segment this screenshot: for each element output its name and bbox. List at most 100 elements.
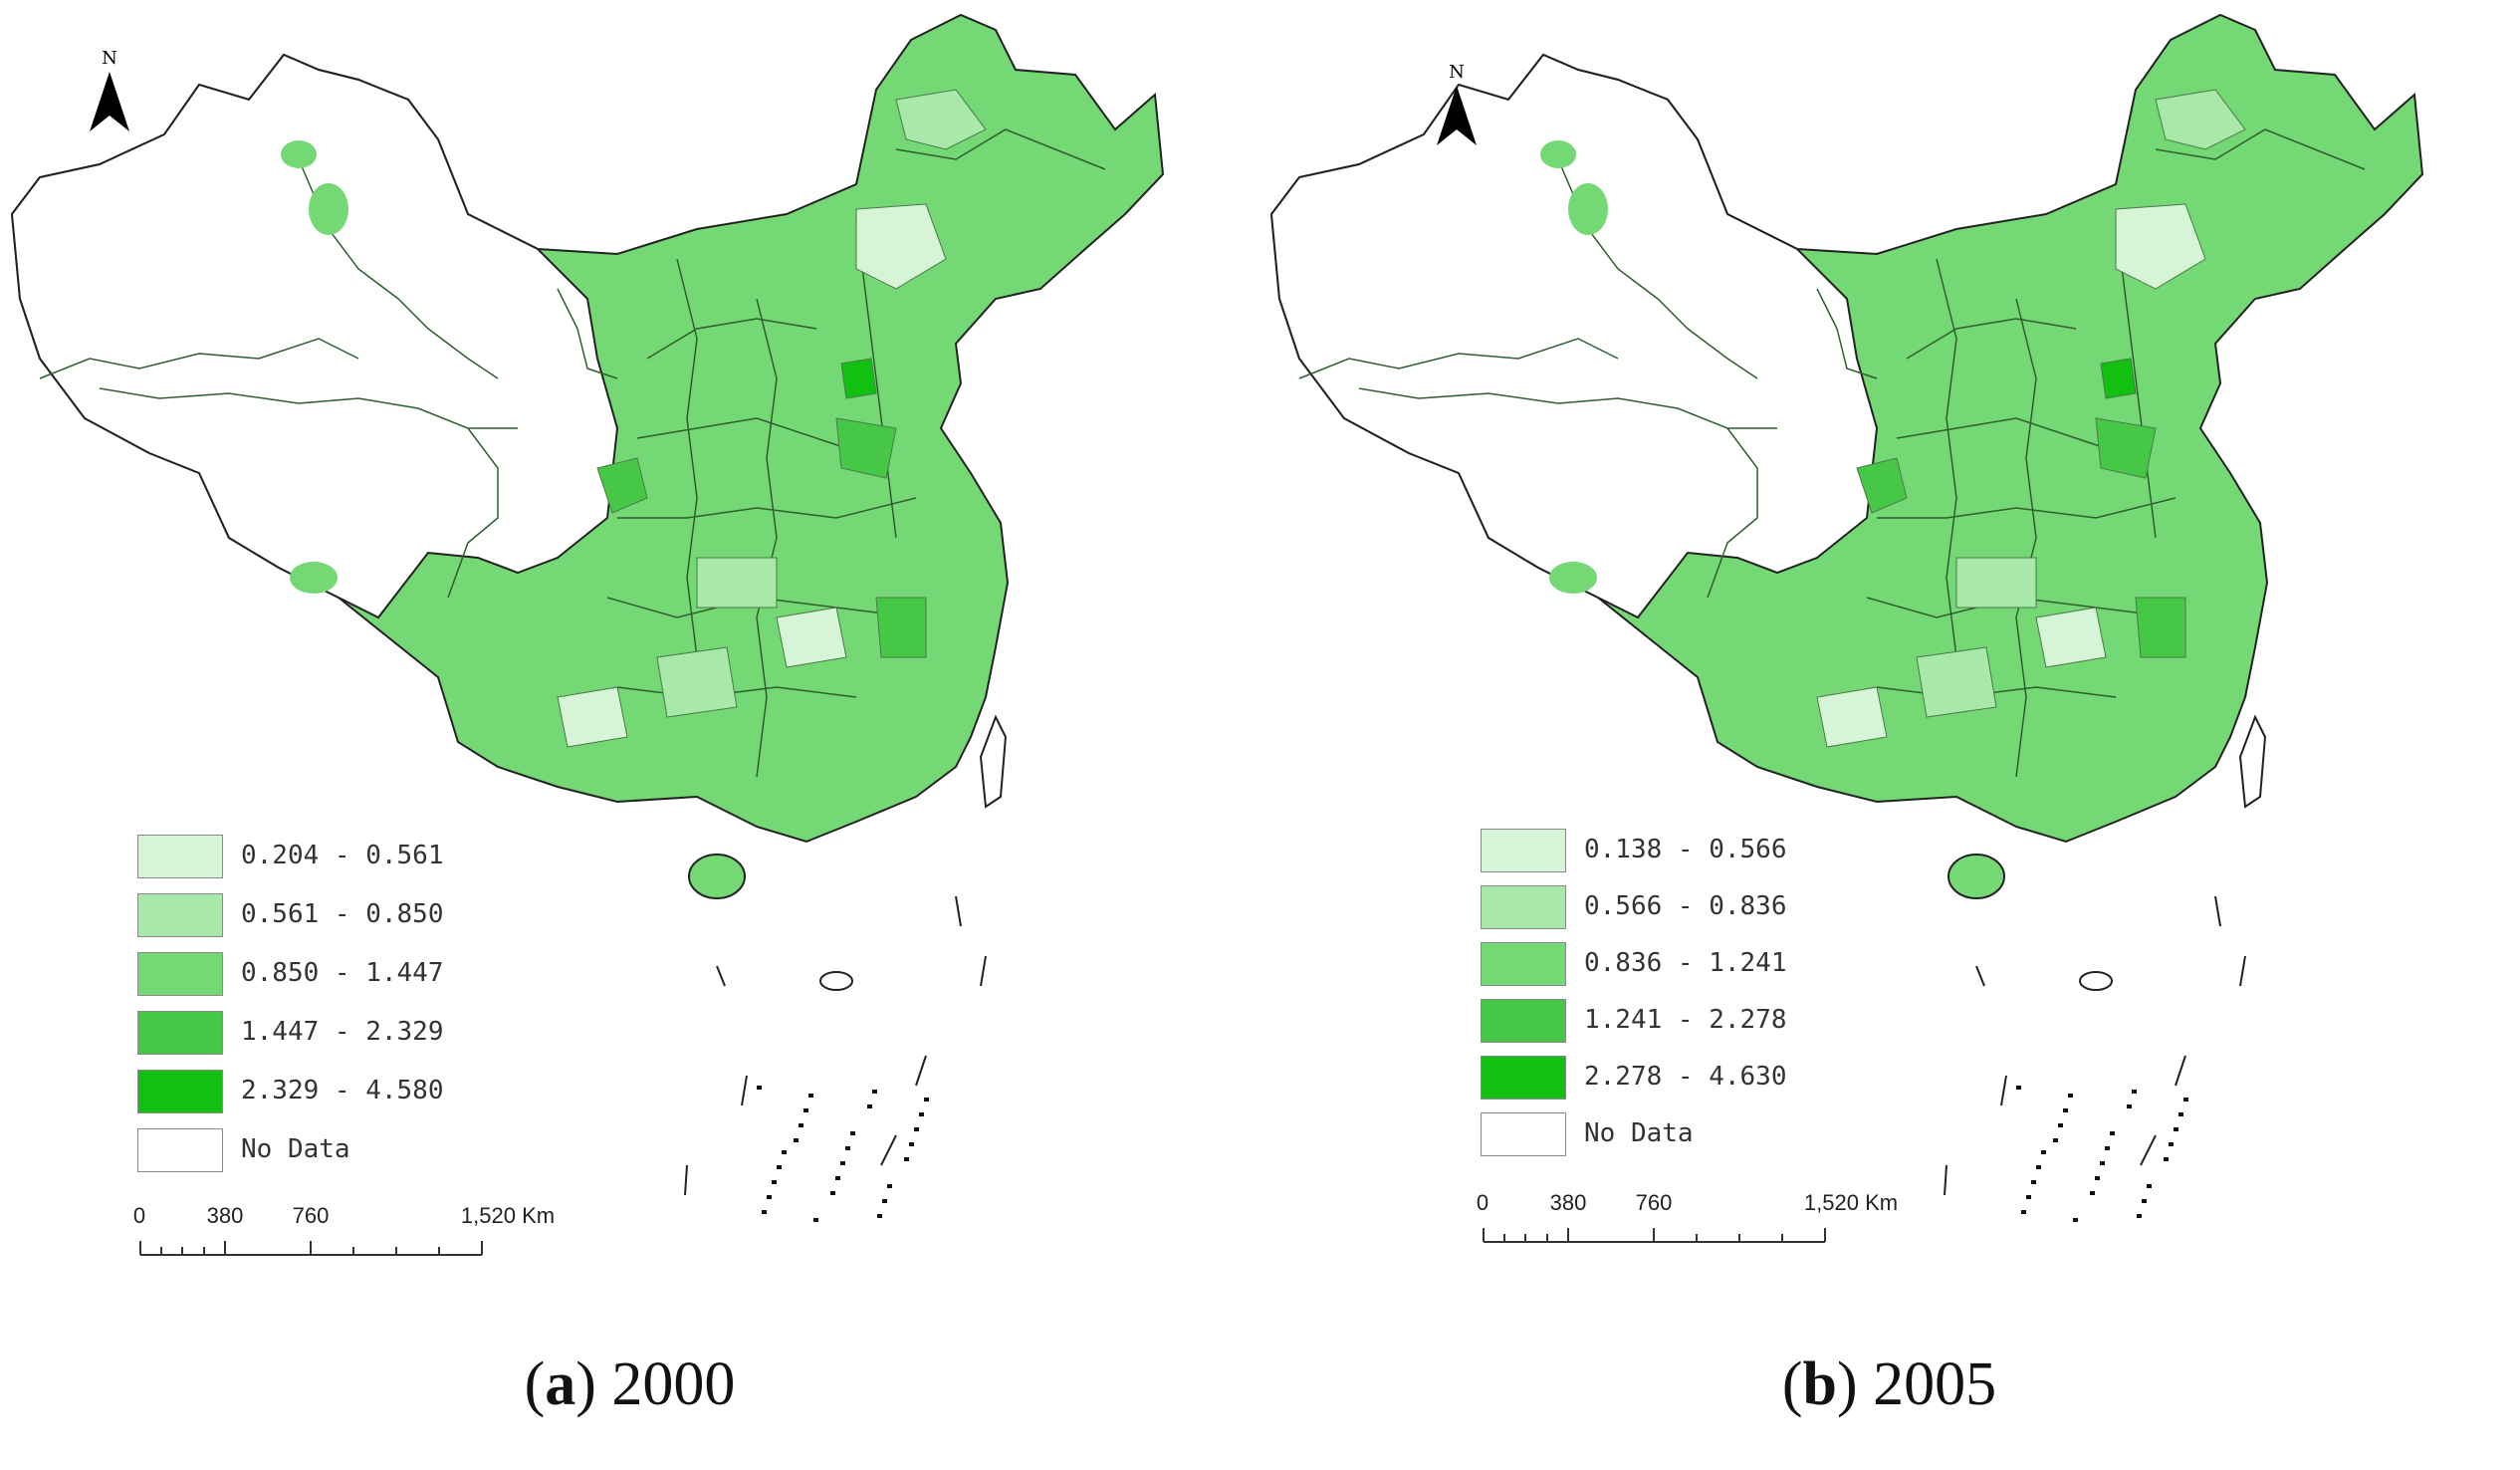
island-dot	[808, 1094, 813, 1098]
boundary-dash	[2214, 895, 2221, 927]
island-dot	[772, 1180, 777, 1184]
province-border	[1906, 318, 2077, 360]
island-dot	[2016, 1086, 2021, 1090]
island-dot	[767, 1195, 772, 1199]
island-dot	[2105, 1146, 2110, 1150]
caption-year: 2005	[1873, 1350, 1997, 1418]
province-border	[636, 417, 877, 459]
province-border	[617, 497, 917, 519]
legend-swatch	[137, 952, 223, 996]
island-dot	[872, 1090, 877, 1094]
legend-swatch	[1481, 999, 1566, 1043]
island-dot	[2026, 1195, 2031, 1199]
boundary-dash	[915, 1055, 927, 1087]
island-dot	[919, 1112, 924, 1116]
boundary-dash	[2000, 1075, 2007, 1106]
region-patch	[1568, 183, 1608, 235]
china-choropleth-map	[10, 13, 1165, 1222]
legend-label: 0.850 - 1.447	[241, 958, 444, 988]
scale-tick-label: 380	[1549, 1190, 1587, 1215]
island-dot	[830, 1191, 835, 1195]
island-dot	[2100, 1161, 2105, 1165]
region-patch	[656, 646, 738, 718]
north-label: N	[1449, 62, 1465, 83]
region-patch	[840, 358, 877, 399]
region-patch	[557, 686, 628, 748]
scale-bar: 0 380 760 1,520 Km	[133, 1203, 597, 1263]
legend-swatch	[137, 1070, 223, 1113]
boundary-dash	[2239, 955, 2246, 987]
island-dot	[2183, 1098, 2188, 1102]
legend-swatch	[1481, 829, 1566, 872]
legend-label: 2.329 - 4.580	[241, 1076, 444, 1105]
no-data-region	[10, 53, 619, 619]
region-patch	[309, 183, 348, 235]
region-patch	[2100, 358, 2137, 399]
region-patch	[2035, 607, 2107, 668]
island-dot	[2169, 1142, 2174, 1146]
legend-swatch	[137, 1128, 223, 1172]
legend-label: 1.447 - 2.329	[241, 1017, 444, 1047]
legend-swatch	[1481, 942, 1566, 986]
legend-label: 0.836 - 1.241	[1584, 948, 1787, 978]
boundary-dash	[2140, 1134, 2157, 1166]
legend-item: 0.204 - 0.561	[137, 835, 516, 882]
scale-tick-label: 760	[1635, 1190, 1673, 1215]
island-dot	[2178, 1112, 2183, 1116]
province-border	[676, 258, 698, 658]
north-arrow: N	[80, 48, 139, 157]
island-dot	[762, 1210, 767, 1214]
region-patch	[2095, 417, 2157, 479]
island-dot	[850, 1131, 855, 1135]
scale-bar-line	[1483, 1228, 1826, 1243]
island-dot	[835, 1176, 840, 1180]
island-dot	[2063, 1108, 2068, 1112]
province-border	[447, 427, 499, 599]
scale-bar: 0 380 760 1,520 Km	[1477, 1190, 1941, 1250]
island-dot	[845, 1146, 850, 1150]
province-border	[2015, 298, 2037, 778]
map-panel-2000: N 0.204 - 0.561 0.561 - 0.850 0.850 - 1.…	[10, 13, 1165, 1418]
island-dot	[803, 1108, 808, 1112]
region-patch	[1549, 562, 1597, 594]
island-dot	[2147, 1184, 2152, 1188]
scale-tick-label: 0	[1476, 1190, 1489, 1215]
island-dot	[2073, 1218, 2078, 1222]
hainan-island	[1947, 854, 2005, 899]
legend-item: 0.566 - 0.836	[1481, 885, 1859, 933]
island-dot	[2058, 1123, 2063, 1127]
island-dot	[840, 1161, 845, 1165]
legend-swatch	[137, 893, 223, 937]
taiwan-island	[979, 714, 1008, 809]
boundary-dash	[684, 1164, 688, 1196]
north-arrow-icon	[1437, 86, 1477, 145]
scale-bar-line	[139, 1241, 483, 1256]
island-dot	[882, 1199, 887, 1203]
island-dot	[909, 1142, 914, 1146]
region-patch	[875, 597, 927, 658]
province-border	[1358, 387, 1777, 429]
region-patch	[281, 140, 317, 168]
province-border	[1896, 417, 2137, 459]
boundary-dash	[716, 965, 726, 987]
hainan-island	[688, 854, 746, 899]
island-dot	[2041, 1150, 2046, 1154]
boundary-dash	[1975, 965, 1985, 987]
island-dot	[887, 1184, 892, 1188]
panel-caption: (b) 2005	[1781, 1350, 1997, 1418]
scale-tick-label: 0	[132, 1203, 146, 1228]
legend-swatch	[137, 1011, 223, 1055]
region-patch	[1816, 686, 1888, 748]
no-data-region	[1269, 53, 1879, 619]
island-dot	[794, 1138, 799, 1142]
island-outline	[2079, 971, 2113, 991]
legend-swatch	[1481, 1056, 1566, 1100]
island-dot	[924, 1098, 929, 1102]
legend-label: No Data	[1584, 1118, 1694, 1148]
legend-item: No Data	[137, 1128, 516, 1176]
province-border	[557, 288, 618, 379]
boundary-dash	[955, 895, 962, 927]
legend-label: No Data	[241, 1134, 350, 1164]
region-patch	[696, 557, 778, 609]
region-patch	[290, 562, 338, 594]
